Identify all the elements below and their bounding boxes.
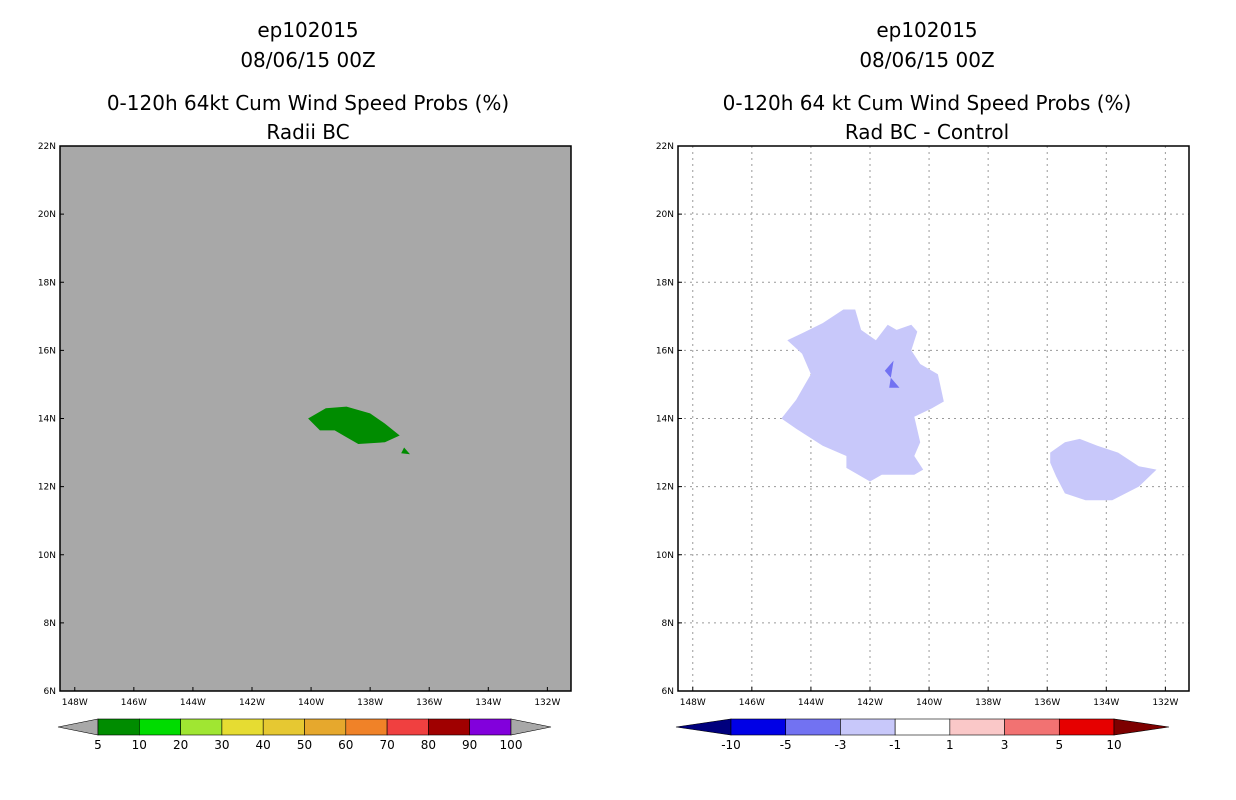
right-title-line-4: Rad BC - Control [845, 120, 1009, 144]
left-colorbar-label-5: 50 [297, 738, 312, 752]
left-colorbar-box-1 [139, 718, 181, 736]
right-title-line-1: ep102015 [876, 18, 977, 42]
right-x-tick-label-6: 136W [1034, 698, 1060, 708]
left-x-tick-label-2: 144W [180, 698, 206, 708]
right-y-tick-label-4: 14N [656, 415, 674, 425]
left-colorbar: 5 10 20 30 40 50 60 70 80 90 100 [57, 718, 552, 752]
right-colorbar-label-7: 10 [1106, 738, 1121, 752]
right-contour-region-2 [884, 360, 900, 388]
right-contour-region-1 [1050, 438, 1157, 501]
right-y-tick-label-6: 18N [656, 278, 674, 288]
right-colorbar-box-6 [1058, 718, 1115, 736]
right-x-tick-label-3: 142W [857, 698, 883, 708]
left-y-tick-label-5: 16N [38, 346, 56, 356]
left-title-line-1: ep102015 [257, 18, 358, 42]
right-title-line-3: 0-120h 64 kt Cum Wind Speed Probs (%) [723, 91, 1132, 115]
left-colorbar-box-8 [428, 718, 470, 736]
left-colorbar-label-2: 20 [173, 738, 188, 752]
left-y-tick-label-4: 14N [38, 415, 56, 425]
right-colorbar-label-6: 5 [1055, 738, 1063, 752]
right-colorbar: -10 -5 -3 -1 1 3 5 10 [675, 718, 1170, 752]
right-x-tick-label-5: 138W [975, 698, 1001, 708]
left-colorbar-label-10: 100 [500, 738, 523, 752]
left-colorbar-label-0: 5 [94, 738, 102, 752]
right-y-tick-label-5: 16N [656, 346, 674, 356]
right-chart-panel: ep102015 08/06/15 00Z 0-120h 64 kt Cum W… [656, 18, 1190, 752]
left-colorbar-box-6 [345, 718, 388, 736]
left-y-tick-label-1: 8N [44, 619, 56, 629]
left-colorbar-label-3: 30 [214, 738, 229, 752]
left-contour-region-0 [308, 406, 400, 444]
right-colorbar-label-5: 3 [1001, 738, 1009, 752]
right-colorbar-label-3: -1 [889, 738, 901, 752]
right-colorbar-box-3 [894, 718, 951, 736]
left-colorbar-box-4 [262, 718, 305, 736]
right-y-tick-label-3: 12N [656, 483, 674, 493]
left-y-tick-label-6: 18N [38, 278, 56, 288]
left-colorbar-box-7 [386, 718, 429, 736]
right-y-tick-label-7: 20N [656, 210, 674, 220]
left-x-tick-label-0: 148W [62, 698, 88, 708]
right-colorbar-box-2 [840, 718, 896, 736]
left-title-line-4: Radii BC [266, 120, 349, 144]
right-colorbar-label-1: -5 [780, 738, 792, 752]
left-y-tick-label-3: 12N [38, 483, 56, 493]
right-x-tick-label-4: 140W [916, 698, 942, 708]
right-x-tick-label-7: 134W [1093, 698, 1119, 708]
right-title-line-2: 08/06/15 00Z [859, 48, 994, 72]
left-x-tick-label-3: 142W [239, 698, 265, 708]
left-colorbar-box-2 [180, 718, 223, 736]
right-y-tick-label-1: 8N [662, 619, 674, 629]
right-colorbar-arrow-high [1113, 718, 1170, 736]
left-colorbar-box-3 [221, 718, 264, 736]
left-colorbar-label-1: 10 [132, 738, 147, 752]
right-colorbar-box-0 [730, 718, 787, 736]
right-colorbar-label-0: -10 [721, 738, 741, 752]
left-x-tick-label-4: 140W [298, 698, 324, 708]
left-title-line-3: 0-120h 64kt Cum Wind Speed Probs (%) [107, 91, 509, 115]
right-y-tick-label-8: 22N [656, 142, 674, 152]
right-x-tick-label-8: 132W [1152, 698, 1178, 708]
right-plot-area [678, 146, 1189, 691]
left-colorbar-label-6: 60 [338, 738, 353, 752]
left-y-tick-label-0: 6N [44, 687, 56, 697]
right-x-tick-label-2: 144W [798, 698, 824, 708]
right-colorbar-box-4 [949, 718, 1005, 736]
left-y-tick-label-7: 20N [38, 210, 56, 220]
left-x-tick-label-6: 136W [416, 698, 442, 708]
left-colorbar-box-5 [304, 718, 347, 736]
left-x-tick-label-1: 146W [121, 698, 147, 708]
left-colorbar-label-8: 80 [421, 738, 436, 752]
left-colorbar-box-9 [469, 718, 512, 736]
right-y-tick-label-2: 10N [656, 551, 674, 561]
left-y-tick-label-8: 22N [38, 142, 56, 152]
right-colorbar-box-5 [1004, 718, 1060, 736]
right-colorbar-box-1 [785, 718, 841, 736]
left-contour-region-1 [401, 447, 410, 455]
left-colorbar-arrow-high [510, 718, 552, 736]
right-colorbar-arrow-low [675, 718, 732, 736]
right-colorbar-label-2: -3 [834, 738, 846, 752]
left-x-tick-label-5: 138W [357, 698, 383, 708]
right-x-tick-label-0: 148W [680, 698, 706, 708]
left-colorbar-label-9: 90 [462, 738, 477, 752]
left-x-tick-label-8: 132W [534, 698, 560, 708]
left-colorbar-arrow-low [57, 718, 99, 736]
left-colorbar-box-0 [97, 718, 140, 736]
right-y-tick-label-0: 6N [662, 687, 674, 697]
left-colorbar-label-4: 40 [256, 738, 271, 752]
left-y-tick-label-2: 10N [38, 551, 56, 561]
right-x-tick-label-1: 146W [739, 698, 765, 708]
left-colorbar-label-7: 70 [379, 738, 394, 752]
left-chart-panel: ep102015 08/06/15 00Z 0-120h 64kt Cum Wi… [38, 18, 572, 752]
left-title-line-2: 08/06/15 00Z [240, 48, 375, 72]
right-colorbar-label-4: 1 [946, 738, 954, 752]
left-x-tick-label-7: 134W [475, 698, 501, 708]
right-contour-region-0 [781, 309, 944, 482]
